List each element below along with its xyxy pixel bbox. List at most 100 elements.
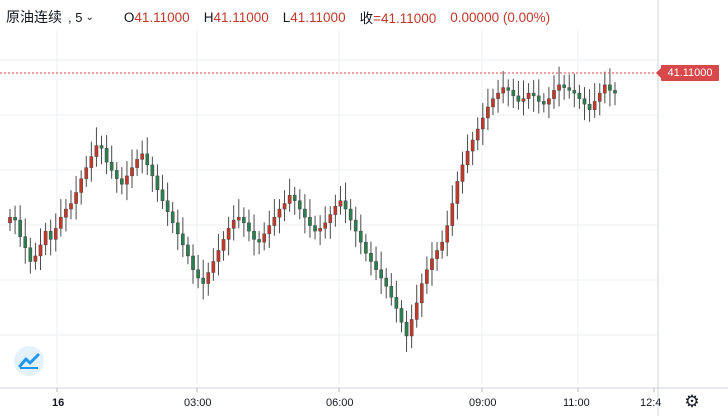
candle-body bbox=[343, 200, 348, 210]
candle-body bbox=[104, 148, 109, 163]
candle-body bbox=[69, 203, 73, 210]
candle-body bbox=[318, 228, 322, 232]
candle-body bbox=[282, 203, 287, 210]
chevron-down-icon[interactable]: ⌄ bbox=[85, 11, 94, 23]
candle-body bbox=[384, 277, 389, 287]
candle-body bbox=[18, 219, 22, 237]
open-value: 41.11000 bbox=[134, 9, 190, 25]
candle-body bbox=[114, 170, 119, 179]
candle-body bbox=[303, 208, 307, 218]
candle-body bbox=[292, 195, 297, 201]
candle-body bbox=[506, 87, 511, 91]
candle-body bbox=[181, 233, 185, 246]
candle-body bbox=[414, 302, 419, 320]
candle-body bbox=[74, 192, 78, 204]
candle-body bbox=[445, 225, 450, 243]
candle-body bbox=[221, 239, 226, 251]
candle-body bbox=[481, 117, 485, 130]
candle-body bbox=[211, 261, 216, 273]
candle-body bbox=[608, 84, 612, 91]
candle-body bbox=[59, 217, 63, 229]
candle-body bbox=[155, 175, 160, 190]
high-readout: H41.11000 bbox=[204, 10, 269, 25]
candle-body bbox=[175, 222, 180, 235]
candle-body bbox=[28, 247, 33, 262]
candle-body bbox=[150, 164, 155, 177]
candle-body bbox=[43, 230, 48, 246]
high-label: H bbox=[203, 9, 214, 25]
candle-body bbox=[99, 145, 104, 149]
close-readout: 收=41.11000 bbox=[360, 7, 437, 27]
candle-body bbox=[145, 153, 150, 166]
time-label-1100: 11:00 bbox=[563, 397, 590, 409]
candle-body bbox=[470, 139, 475, 152]
candle-body bbox=[8, 217, 12, 224]
candle-body bbox=[196, 269, 200, 279]
candle-body bbox=[425, 269, 429, 284]
candle-body bbox=[333, 206, 338, 215]
chart-legend-header: 原油连续 , 5 ⌄ O41.11000 H41.11000 L41.11000… bbox=[6, 7, 550, 27]
candle-body bbox=[399, 308, 404, 323]
candle-body bbox=[450, 203, 455, 226]
candle-body bbox=[420, 283, 424, 304]
candle-body bbox=[567, 87, 572, 91]
candle-body bbox=[48, 230, 53, 240]
time-label-0600: 06:00 bbox=[326, 397, 354, 409]
low-readout: L41.11000 bbox=[283, 10, 346, 25]
candle-body bbox=[491, 98, 495, 108]
candle-body bbox=[216, 250, 221, 262]
candle-body bbox=[389, 286, 394, 298]
candle-body bbox=[328, 214, 333, 224]
candle-body bbox=[191, 255, 195, 270]
candle-body bbox=[613, 90, 617, 94]
candle-body bbox=[348, 208, 353, 221]
candle-body bbox=[206, 272, 211, 284]
candle-body bbox=[247, 222, 251, 232]
candle-body bbox=[94, 145, 99, 157]
last-price-tag: 41.11000 bbox=[656, 65, 719, 81]
change-readout: 0.00000 (0.00%) bbox=[450, 9, 551, 25]
candle-body bbox=[374, 261, 378, 270]
candle-body bbox=[120, 178, 124, 185]
candle-body bbox=[547, 98, 551, 105]
candle-body bbox=[272, 217, 277, 226]
candle-body bbox=[38, 244, 43, 257]
candle-body bbox=[23, 236, 28, 248]
candle-body bbox=[53, 228, 58, 240]
candle-body bbox=[409, 319, 414, 337]
candle-body bbox=[89, 156, 94, 168]
candle-body bbox=[109, 161, 114, 171]
interval-label[interactable]: , 5 bbox=[68, 9, 83, 25]
gear-icon[interactable]: ⚙ bbox=[684, 392, 700, 411]
candle-body bbox=[257, 239, 261, 243]
candle-body bbox=[358, 230, 363, 243]
candle-body bbox=[140, 153, 144, 160]
open-readout: O41.11000 bbox=[124, 10, 190, 25]
candle-body bbox=[231, 219, 236, 229]
close-label: 收 bbox=[359, 11, 374, 26]
candle-body bbox=[364, 241, 368, 254]
candle-body bbox=[603, 84, 607, 94]
candle-body bbox=[226, 228, 231, 240]
candle-body bbox=[125, 175, 129, 185]
candle-body bbox=[353, 219, 358, 232]
candle-body bbox=[236, 217, 241, 221]
candle-body bbox=[252, 230, 256, 240]
candle-body bbox=[33, 255, 38, 262]
candle-body bbox=[262, 233, 267, 243]
low-value: 41.11000 bbox=[290, 9, 346, 25]
candle-body bbox=[135, 159, 139, 168]
candle-body bbox=[526, 92, 531, 99]
symbol-name[interactable]: 原油连续 bbox=[6, 9, 62, 25]
candle-body bbox=[267, 225, 272, 235]
candle-body bbox=[521, 98, 526, 102]
low-label: L bbox=[282, 9, 291, 25]
tradingview-logo-icon[interactable] bbox=[14, 346, 44, 376]
candle-body bbox=[486, 106, 490, 119]
candle-body bbox=[338, 200, 343, 207]
candle-body bbox=[277, 208, 282, 218]
candle-body bbox=[592, 101, 597, 110]
candle-body bbox=[460, 164, 465, 182]
